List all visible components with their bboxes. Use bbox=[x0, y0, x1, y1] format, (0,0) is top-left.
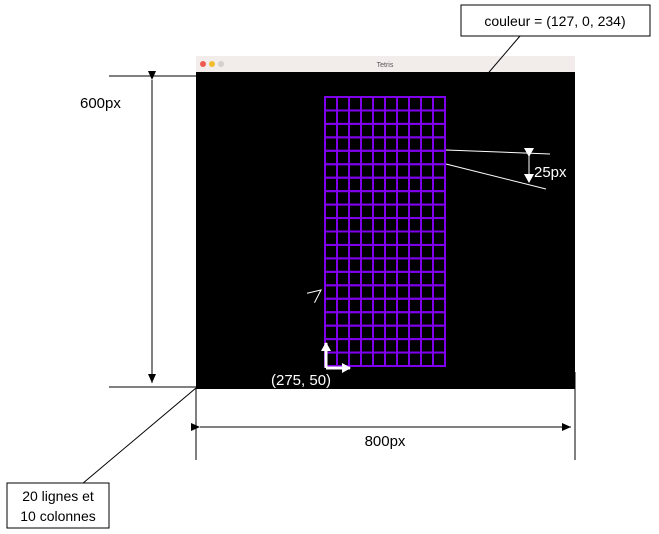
minimize-light-icon[interactable] bbox=[209, 61, 215, 67]
color-callout-text: couleur = (127, 0, 234) bbox=[484, 13, 625, 29]
window-titlebar bbox=[196, 56, 575, 72]
tetris-grid bbox=[324, 96, 446, 367]
window-title: Tetris bbox=[377, 62, 394, 69]
color-callout-arrow bbox=[447, 35, 521, 121]
zoom-light-icon[interactable] bbox=[218, 61, 224, 67]
origin-marker: (275, 50) bbox=[271, 342, 351, 389]
color-callout: couleur = (127, 0, 234) bbox=[447, 4, 651, 121]
height-label: 600px bbox=[80, 95, 121, 112]
cell-guide-bottom bbox=[445, 163, 547, 190]
color-callout-box bbox=[460, 4, 651, 37]
height-dimension: 600px bbox=[80, 71, 196, 388]
origin-label: (275, 50) bbox=[271, 372, 331, 389]
cell-size-annotation: 25px bbox=[445, 148, 567, 190]
width-label: 800px bbox=[365, 433, 406, 450]
cell-size-label: 25px bbox=[534, 164, 567, 181]
grid-callout-box bbox=[6, 482, 110, 529]
grid-callout-line1: 20 lignes et bbox=[22, 488, 94, 504]
grid-callout-line2: 10 colonnes bbox=[20, 508, 96, 524]
grid-cell bbox=[432, 351, 446, 367]
grid-callout-line bbox=[81, 387, 197, 485]
close-light-icon[interactable] bbox=[200, 61, 206, 67]
width-dimension: 800px bbox=[191, 372, 576, 460]
grid-callout-arrow bbox=[195, 289, 322, 389]
grid-callout: 20 lignes et 10 colonnes bbox=[6, 289, 322, 529]
